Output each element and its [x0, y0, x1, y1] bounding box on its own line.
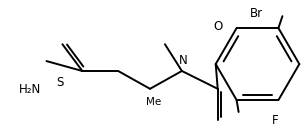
Text: Me: Me [146, 97, 161, 107]
Text: N: N [178, 54, 187, 67]
Text: H₂N: H₂N [19, 83, 41, 96]
Text: O: O [213, 20, 222, 33]
Text: F: F [271, 114, 278, 127]
Text: Br: Br [250, 7, 263, 20]
Text: S: S [57, 76, 64, 89]
